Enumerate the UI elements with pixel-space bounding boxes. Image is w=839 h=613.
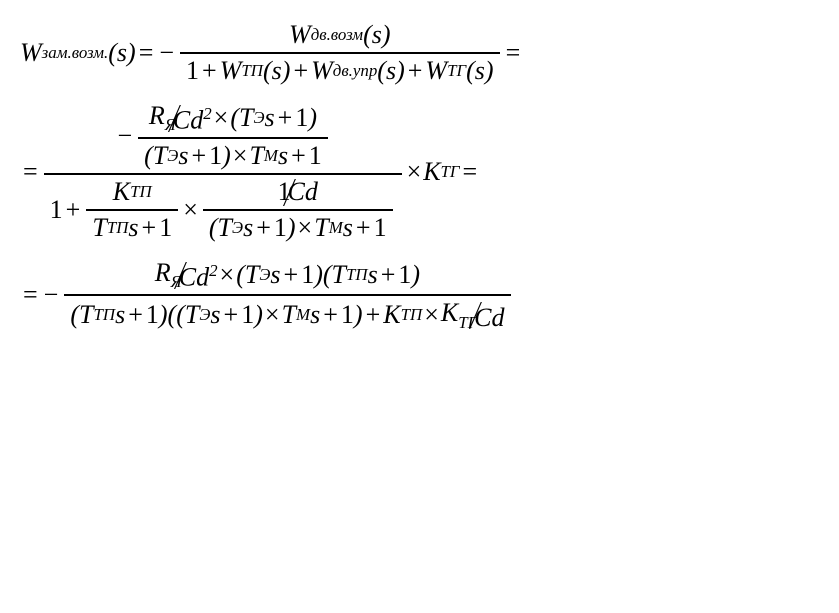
diag-Rya-Cd2: RЯ ⁄ Cd2 bbox=[149, 101, 212, 135]
var-s: s bbox=[117, 38, 127, 68]
lparen: ( bbox=[108, 38, 117, 68]
rparen: ) bbox=[127, 38, 136, 68]
sub-zam-vozm: зам.возм. bbox=[42, 43, 109, 63]
big2-num: − RЯ ⁄ Cd2 × ( TЭ s bbox=[108, 101, 336, 173]
eq-trailing: = bbox=[506, 38, 521, 68]
diag-KTG-Cd: KТГ ⁄ Cd bbox=[441, 298, 505, 332]
eq-leading-3: = bbox=[23, 280, 38, 310]
frac1-den: 1 + W ТП ( s ) + W дв.упр ( s ) + W ТГ (… bbox=[180, 52, 500, 86]
big-fraction-2: − RЯ ⁄ Cd2 × ( TЭ s bbox=[44, 101, 402, 243]
fraction-1: W дв.возм ( s ) 1 + W ТП ( s ) + W дв.уп… bbox=[180, 20, 500, 86]
var-W: W bbox=[20, 38, 42, 68]
frac1-num: W дв.возм ( s ) bbox=[283, 20, 397, 52]
big3-den: ( TТП s + 1 ) ( ( TЭ s + 1 ) × TМ s + 1 … bbox=[64, 294, 510, 332]
equation-line-2: = − RЯ ⁄ Cd2 × ( TЭ bbox=[20, 101, 819, 243]
equation-line-3: = − RЯ ⁄ Cd2 × ( TЭ s + 1 ) ( TТП s + 1 bbox=[20, 258, 819, 332]
eq: = bbox=[139, 38, 154, 68]
big2-den: 1 + KТП TТП s + 1 × 1 ⁄ bbox=[44, 173, 402, 243]
inner-frac-2num: RЯ ⁄ Cd2 × ( TЭ s + 1 ) ( bbox=[138, 101, 328, 171]
equation-line-1: W зам.возм. ( s ) = − W дв.возм ( s ) 1 … bbox=[20, 20, 819, 86]
frac-1Cd: 1 ⁄ Cd ( TЭ s + 1 ) × TМ s bbox=[203, 177, 393, 243]
big3-num: RЯ ⁄ Cd2 × ( TЭ s + 1 ) ( TТП s + 1 ) bbox=[149, 258, 426, 294]
diag-1-Cd: 1 ⁄ Cd bbox=[278, 177, 318, 207]
var-KCyr: К bbox=[423, 157, 440, 187]
eq-leading: = bbox=[23, 157, 38, 187]
diag-Rya-Cd2-b: RЯ ⁄ Cd2 bbox=[155, 258, 218, 292]
big-fraction-3: RЯ ⁄ Cd2 × ( TЭ s + 1 ) ( TТП s + 1 ) ( … bbox=[64, 258, 510, 332]
frac-KTP: KТП TТП s + 1 bbox=[86, 177, 178, 243]
minus: − bbox=[159, 38, 174, 68]
